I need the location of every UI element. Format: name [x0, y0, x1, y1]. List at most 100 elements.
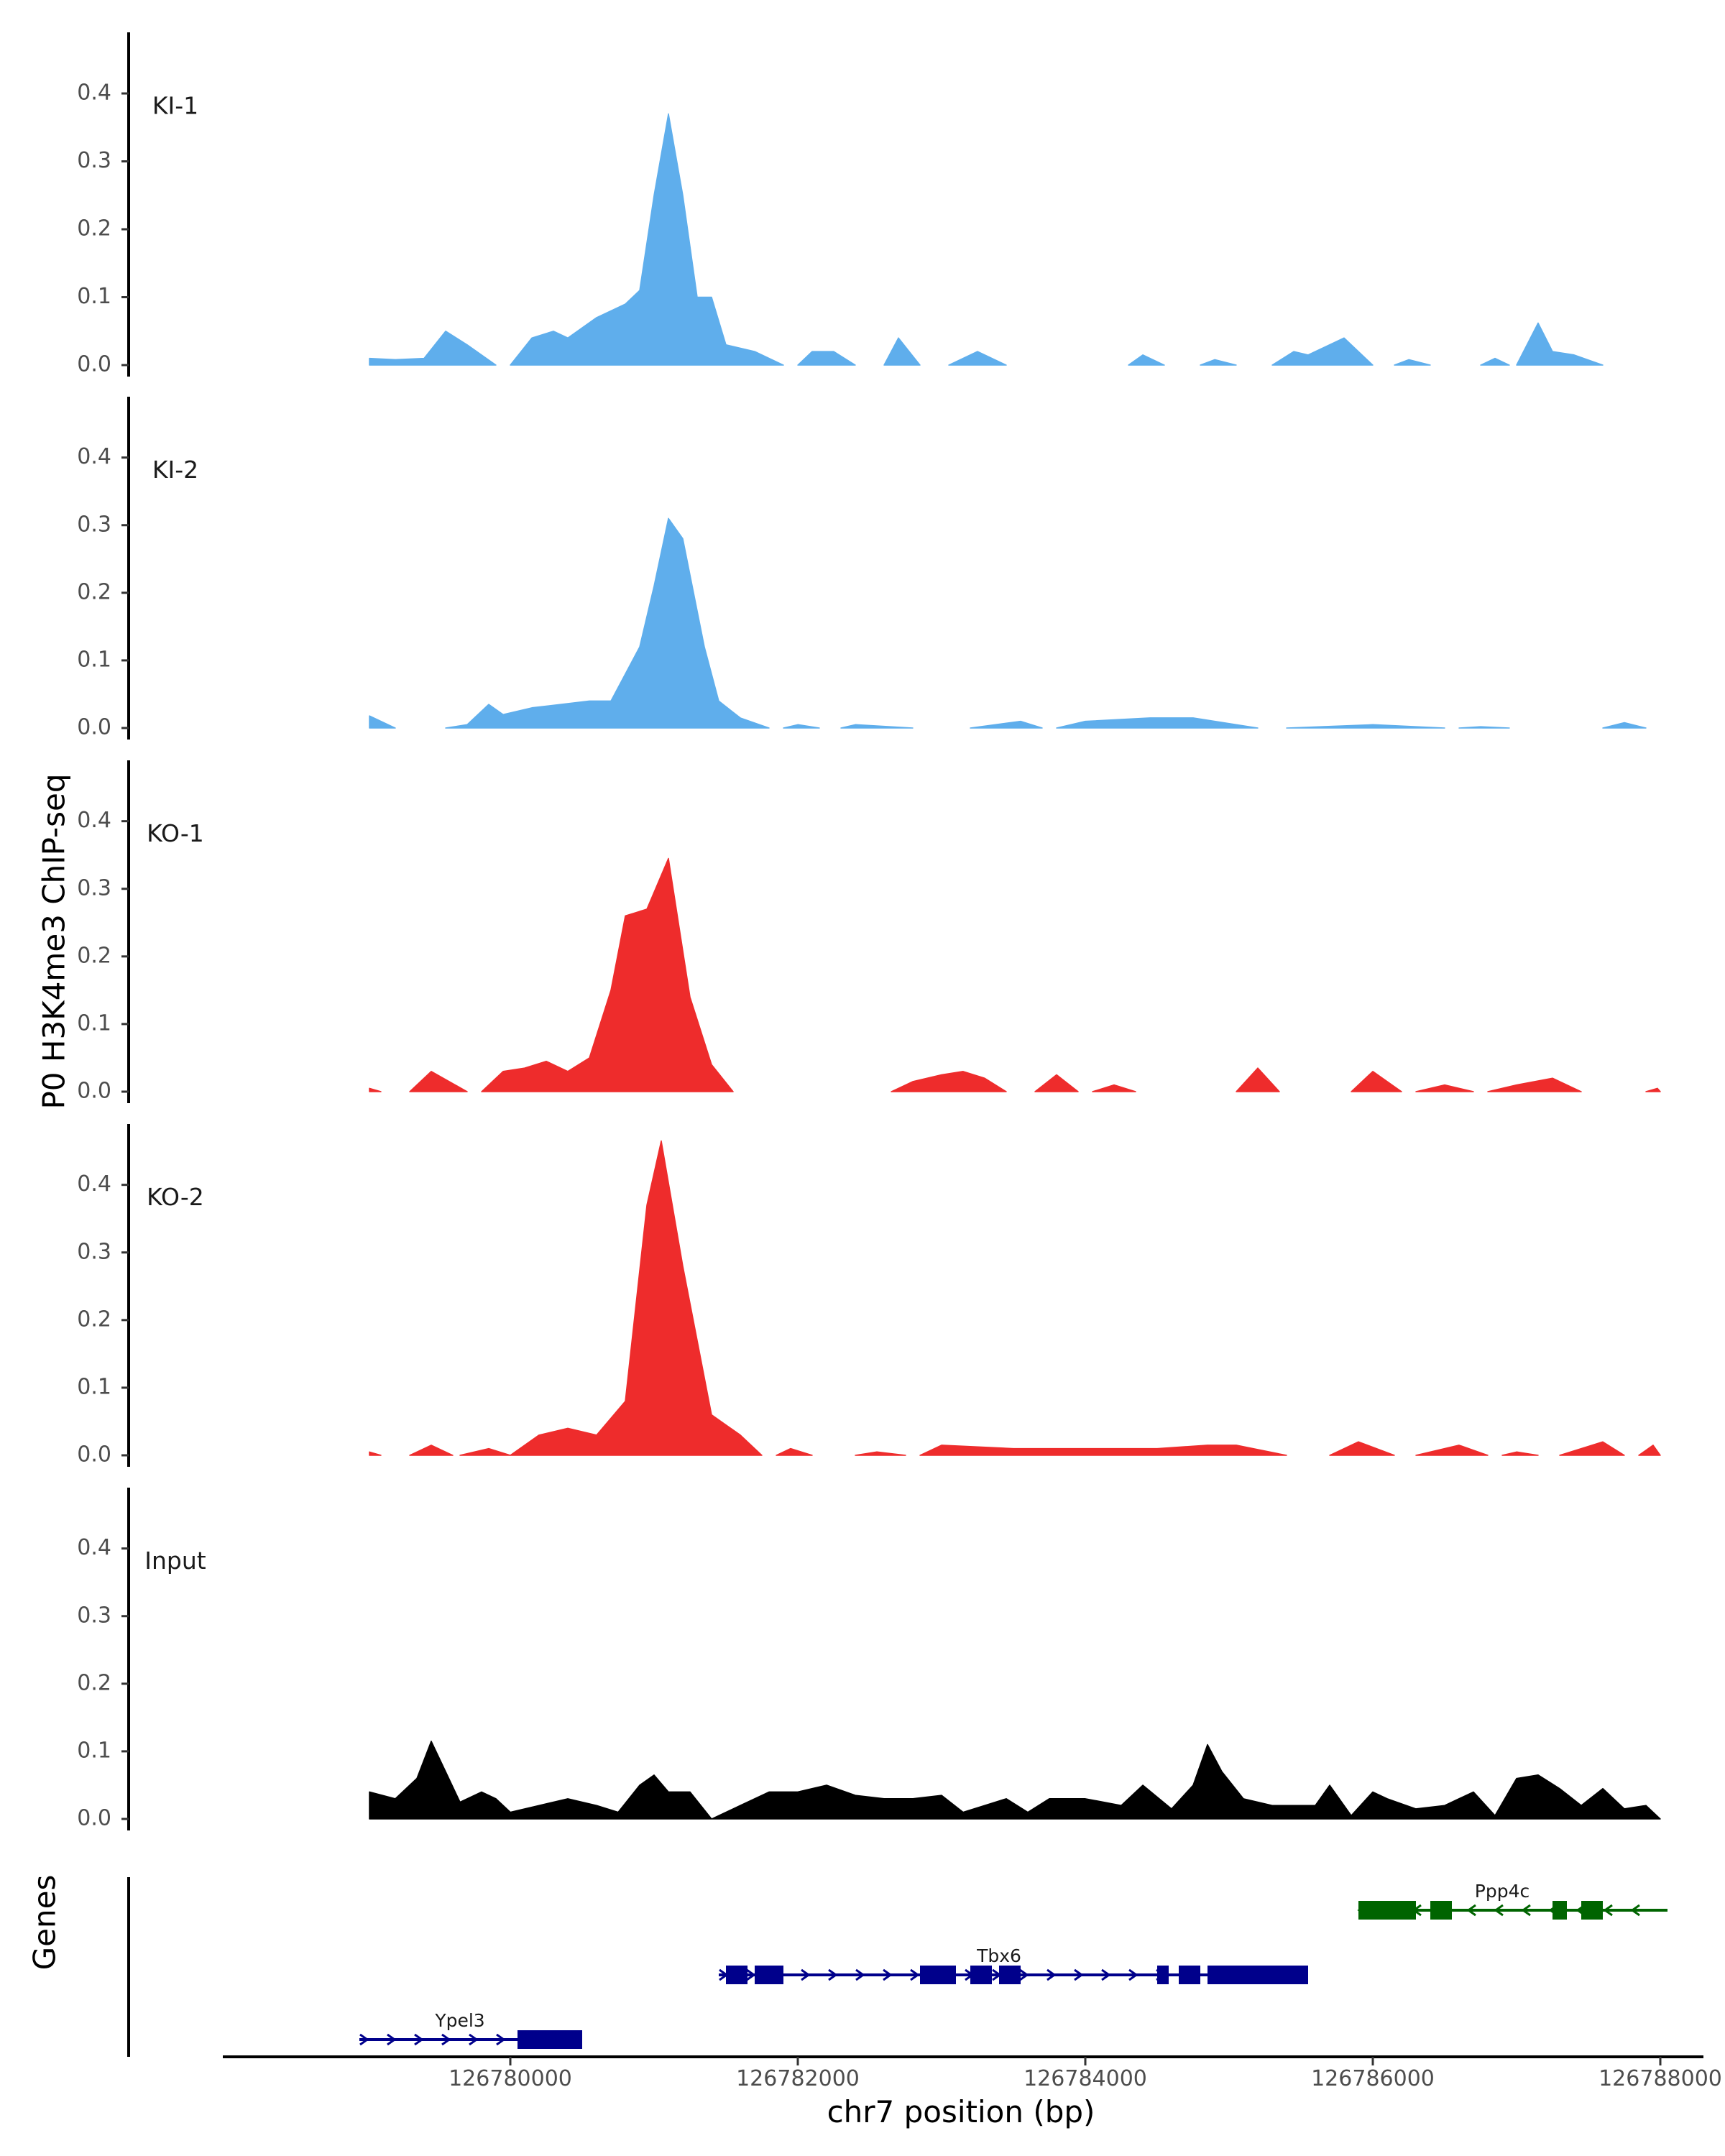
y-tick-label-ki-2-1: 0.1: [77, 647, 111, 672]
signal-area-ki-2-4: [970, 720, 1043, 729]
strand-arrow-ppp4c-5: [1494, 1904, 1504, 1917]
track-label-ki-2: KI-2: [152, 456, 198, 484]
track-label-ko-1: KO-1: [147, 819, 204, 847]
exon-tbx6-4: [999, 1966, 1021, 1984]
y-tick-label-input-2: 0.2: [77, 1670, 111, 1695]
y-tick-label-ki-2-2: 0.2: [77, 579, 111, 604]
gene-ypel3: Ypel3: [359, 2010, 582, 2049]
signal-area-ki-1-7: [1271, 337, 1374, 366]
exon-ppp4c-2: [1552, 1901, 1567, 1920]
strand-arrow-tbx6-5: [855, 1968, 865, 1981]
signal-area-ko-2-5: [855, 1451, 906, 1456]
y-tick-label-ki-1-4: 0.4: [77, 80, 111, 106]
track-label-input: Input: [144, 1547, 206, 1575]
exon-tbx6-7: [1208, 1966, 1308, 1984]
strand-arrow-tbx6-3: [801, 1968, 811, 1981]
x-tick-label-0: 126780000: [448, 2066, 572, 2091]
strand-arrow-tbx6-7: [910, 1968, 920, 1981]
strand-arrow-tbx6-15: [1128, 1968, 1138, 1981]
track-input: 0.0 0.1 0.2 0.3 0.4 Input: [77, 1488, 1661, 1831]
strand-arrow-ppp4c-9: [1603, 1904, 1613, 1917]
track-ki-1: 0.0 0.1 0.2 0.3 0.4 KI-1: [77, 32, 1604, 377]
exon-tbx6-1: [755, 1966, 783, 1984]
signal-area-ki-1-2: [797, 351, 856, 366]
signal-area-ko-2-9: [1501, 1451, 1539, 1456]
track-ki-2: 0.0 0.1 0.2 0.3 0.4 KI-2: [77, 397, 1647, 740]
y-tick-label-ki-2-0: 0.0: [77, 715, 111, 740]
y-tick-label-input-1: 0.1: [77, 1738, 111, 1763]
exon-tbx6-3: [970, 1966, 992, 1984]
signal-area-ko-1-6: [1236, 1067, 1280, 1092]
signal-area-ki-1-9: [1480, 357, 1510, 366]
signal-area-ki-1-0: [369, 331, 497, 366]
signal-area-ko-1-1: [409, 1071, 468, 1092]
signal-area-ko-1-9: [1487, 1077, 1582, 1092]
y-axis-title: P0 H3K4me3 ChIP-seq: [37, 773, 72, 1109]
signal-area-ki-1-5: [1128, 354, 1165, 366]
signal-area-input-0: [369, 1741, 1661, 1820]
signal-area-ki-2-0: [369, 715, 396, 729]
signal-area-ko-1-2: [481, 857, 734, 1092]
signal-area-ko-1-5: [1092, 1084, 1136, 1092]
y-tick-label-ko-1-4: 0.4: [77, 808, 111, 833]
gene-ppp4c: Ppp4c: [1357, 1881, 1668, 1920]
strand-arrow-ppp4c-10: [1630, 1904, 1640, 1917]
signal-area-ki-1-3: [883, 337, 921, 366]
y-tick-label-ki-2-4: 0.4: [77, 444, 111, 469]
y-tick-label-ko-2-1: 0.1: [77, 1374, 111, 1399]
signal-area-ki-2-8: [1602, 722, 1647, 729]
genes-panel-label: Genes: [27, 1875, 63, 1971]
exon-tbx6-5: [1157, 1966, 1169, 1984]
signal-area-ko-2-6: [919, 1445, 1287, 1456]
x-tick-label-1: 126782000: [736, 2066, 860, 2091]
signal-area-ko-2-2: [459, 1447, 511, 1456]
track-label-ko-2: KO-2: [147, 1183, 204, 1211]
strand-arrow-tbx6-1: [746, 1968, 756, 1981]
signal-area-ki-1-1: [510, 113, 784, 366]
strand-arrow-ppp4c-4: [1466, 1904, 1476, 1917]
signal-area-ko-2-8: [1415, 1445, 1489, 1456]
signal-area-ko-1-7: [1351, 1071, 1402, 1092]
signal-area-ko-1-8: [1415, 1084, 1474, 1092]
signal-area-ko-2-10: [1559, 1441, 1625, 1456]
y-tick-label-ko-1-2: 0.2: [77, 943, 111, 968]
y-tick-label-ko-1-3: 0.3: [77, 875, 111, 900]
exon-tbx6-2: [920, 1966, 956, 1984]
signal-area-ko-2-11: [1638, 1445, 1661, 1456]
strand-arrow-tbx6-13: [1074, 1968, 1084, 1981]
signal-area-ki-1-4: [948, 351, 1007, 366]
gene-label-ypel3: Ypel3: [434, 2010, 484, 2031]
y-tick-label-ko-2-4: 0.4: [77, 1171, 111, 1197]
x-tick-label-2: 126784000: [1024, 2066, 1147, 2091]
signal-area-ki-2-5: [1056, 717, 1259, 729]
signal-area-ko-1-10: [1645, 1087, 1661, 1092]
y-tick-label-ko-2-2: 0.2: [77, 1307, 111, 1332]
signal-area-ko-1-3: [891, 1071, 1007, 1092]
gene-label-ppp4c: Ppp4c: [1475, 1881, 1530, 1902]
strand-arrow-tbx6-4: [828, 1968, 838, 1981]
signal-area-ko-2-7: [1329, 1441, 1395, 1456]
strand-arrow-ypel3-3: [441, 2033, 451, 2046]
signal-area-ki-1-8: [1394, 359, 1431, 366]
y-tick-label-ki-2-3: 0.3: [77, 512, 111, 537]
y-tick-label-ki-1-1: 0.1: [77, 284, 111, 309]
strand-arrow-tbx6-6: [883, 1968, 893, 1981]
signal-area-ko-1-0: [369, 1087, 382, 1092]
signal-area-ki-2-7: [1458, 726, 1510, 729]
strand-arrow-ypel3-4: [469, 2033, 479, 2046]
signal-area-ki-2-6: [1286, 724, 1445, 729]
exon-tbx6-0: [726, 1966, 748, 1984]
signal-area-ki-1-10: [1516, 322, 1604, 366]
strand-arrow-tbx6-14: [1101, 1968, 1111, 1981]
y-tick-label-input-4: 0.4: [77, 1535, 111, 1560]
strand-arrow-tbx6-11: [1019, 1968, 1029, 1981]
gene-tbx6: Tbx6: [719, 1945, 1308, 1984]
strand-arrow-ypel3-5: [496, 2033, 506, 2046]
signal-area-ko-2-1: [409, 1445, 454, 1456]
y-tick-label-ko-2-3: 0.3: [77, 1239, 111, 1264]
signal-area-ki-2-1: [445, 517, 770, 729]
signal-area-ko-2-3: [510, 1140, 763, 1456]
y-tick-label-ki-1-3: 0.3: [77, 148, 111, 173]
x-tick-label-4: 126788000: [1598, 2066, 1722, 2091]
signal-area-ki-2-2: [783, 724, 820, 729]
